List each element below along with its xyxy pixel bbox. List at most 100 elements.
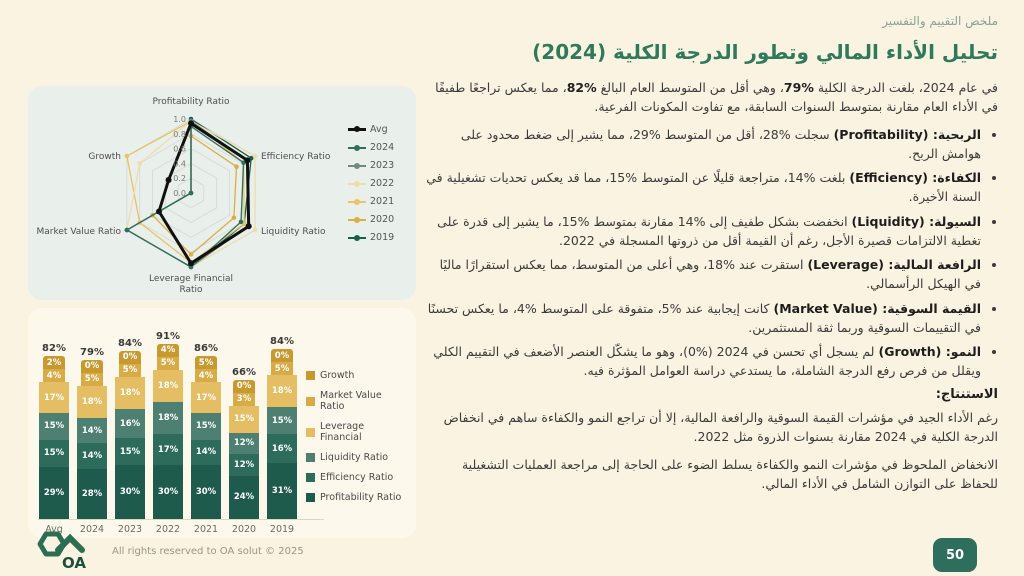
radar-chart: 0.0 0.2 0.4 0.6 0.8 1.0 Profitability Ratio Eff…	[37, 97, 331, 295]
bar-segment-leverage-financial: 18%	[115, 376, 145, 410]
bar-segment-leverage-financial: 18%	[267, 375, 297, 408]
bar-segment-label: 18%	[81, 397, 103, 408]
bar-legend-item: Liquidity Ratio	[306, 452, 408, 463]
bar-segment-label: 30%	[119, 487, 141, 497]
bar-segment-label: 5%	[84, 374, 100, 385]
bar-segment-profitability-ratio: 24%	[229, 475, 259, 519]
bar-segment-label: 4%	[198, 370, 214, 381]
radar-legend-label: 2023	[370, 160, 395, 171]
bar-segment-growth: 2%	[43, 356, 65, 370]
radar-tick-label: 0.8	[173, 130, 186, 139]
radar-legend-item: Avg	[348, 124, 410, 135]
bar-legend-label: Leverage Financial	[320, 421, 365, 443]
bullet-text: بلغت %14، متراجعة قليلًا عن المتوسط %15،…	[426, 170, 981, 204]
bar-segment-label: 12%	[233, 460, 255, 471]
bar-segment-growth: 5%	[195, 356, 217, 370]
radar-point	[252, 227, 258, 233]
bar-column-Avg: 82% 2% 4% 17% 15% 15% 29%	[38, 343, 70, 519]
bar-segment-label: 14%	[81, 425, 103, 436]
radar-point	[188, 252, 194, 257]
bar-column-2022: 91% 4% 5% 18% 18% 17% 30%	[152, 331, 184, 519]
radar-point	[124, 227, 130, 233]
bar-legend-label: Growth	[320, 370, 355, 381]
bar-segment-label: 0%	[236, 381, 252, 392]
radar-legend-dot	[354, 198, 360, 205]
bullet-term: الكفاءة: (Efficiency)	[849, 170, 981, 186]
bar-x-label: 2020	[231, 524, 257, 535]
logo-text: OA	[62, 554, 86, 572]
intro-value-avg: %82	[566, 80, 597, 95]
bar-segment-liquidity-ratio: 18%	[153, 402, 183, 435]
bullet-term: الرافعة المالية: (Leverage)	[807, 257, 981, 273]
radar-legend-dot	[354, 180, 360, 187]
bar-segment-leverage-financial: 17%	[39, 382, 69, 413]
bar-legend-item: Profitability Ratio	[306, 492, 408, 503]
copyright-text: All rights reserved to OA solut © 2025	[112, 546, 304, 557]
radar-gridline	[152, 148, 230, 238]
radar-point	[252, 153, 258, 159]
bar-segment-market-value-ratio: 4%	[195, 369, 217, 383]
bullet-text: انخفضت بشكل طفيف إلى %14 مقارنة بمتوسط %…	[437, 213, 981, 248]
bar-x-label: 2022	[155, 524, 181, 535]
bar-total-label: 84%	[118, 337, 142, 349]
bar-segment-liquidity-ratio: 15%	[267, 407, 297, 435]
bullet-market-value: القيمة السوقية: (Market Value) كانت إيجا…	[424, 300, 981, 338]
radar-point	[124, 153, 130, 159]
bar-segment-market-value-ratio: 5%	[157, 356, 179, 370]
bar-segment-efficiency-ratio: 14%	[77, 443, 107, 469]
radar-legend-swatch	[348, 180, 366, 187]
bar-segment-label: 5%	[274, 363, 290, 374]
bar-segment-leverage-financial: 18%	[153, 369, 183, 403]
bar-segment-label: 14%	[195, 447, 217, 458]
conclusion-paragraph-1: رغم الأداء الجيد في مؤشرات القيمة السوقي…	[443, 409, 998, 445]
intro-text-post: ، مما يعكس تراجعًا طفيفًا في الأداء العا…	[435, 80, 998, 115]
bar-column-2020: 66% 0% 3% 15% 12% 12% 24%	[228, 367, 260, 519]
bar-segment-market-value-ratio: 4%	[43, 369, 65, 383]
bar-x-axis-labels: Avg 2024 2023 2022 2021 2020 2019	[38, 520, 324, 535]
radar-point	[231, 215, 237, 221]
bar-segment-label: 15%	[43, 421, 65, 432]
bar-segment-label: 16%	[271, 443, 293, 454]
bar-legend-label: Liquidity Ratio	[320, 452, 389, 463]
bar-x-label: 2024	[79, 524, 105, 535]
bar-segment-label: 31%	[271, 486, 293, 497]
bar-segment-label: 30%	[157, 487, 179, 497]
conclusion-heading: الاستنتاج:	[935, 386, 998, 402]
bar-segment-label: 15%	[195, 421, 217, 432]
bar-legend-swatch	[306, 493, 315, 502]
radar-axis-label: Profitability Ratio	[152, 97, 230, 107]
bar-legend-item: Efficiency Ratio	[306, 472, 408, 483]
bar-total-label: 79%	[80, 346, 104, 358]
bar-segment-label: 24%	[233, 492, 255, 503]
radar-axis-label: Market Value Ratio	[37, 227, 122, 237]
radar-legend-swatch	[348, 198, 366, 205]
conclusion-paragraph-2: الانخفاض الملحوظ في مؤشرات النمو والكفاء…	[461, 456, 998, 491]
radar-point	[245, 223, 252, 230]
bar-segment-profitability-ratio: 29%	[39, 466, 69, 519]
radar-legend-dot	[354, 162, 360, 169]
bar-segment-label: 4%	[160, 345, 176, 356]
bar-legend-swatch	[306, 473, 315, 482]
bullet-text: كانت إيجابية عند %5، متفوقة على المتوسط …	[427, 300, 981, 335]
bar-segment-label: 0%	[84, 361, 100, 372]
bar-segment-label: 17%	[195, 392, 217, 403]
bar-total-label: 86%	[194, 343, 218, 355]
bar-segment-profitability-ratio: 28%	[77, 468, 107, 519]
radar-axis-label: Liquidity Ratio	[261, 227, 326, 237]
bar-segment-growth: 4%	[157, 343, 179, 357]
bar-segment-label: 17%	[157, 444, 179, 455]
radar-legend-swatch	[348, 162, 366, 169]
bullet-efficiency: الكفاءة: (Efficiency) بلغت %14، متراجعة …	[424, 169, 981, 207]
radar-axis-label: Leverage Financial	[149, 274, 233, 284]
bar-segment-label: 15%	[233, 414, 255, 425]
bar-segment-liquidity-ratio: 15%	[191, 412, 221, 440]
bar-segment-profitability-ratio: 30%	[115, 465, 145, 519]
radar-legend-swatch	[348, 126, 366, 132]
bar-segment-label: 15%	[43, 448, 65, 459]
bar-segment-efficiency-ratio: 15%	[115, 438, 145, 465]
bar-segment-liquidity-ratio: 14%	[77, 418, 107, 444]
bar-segment-market-value-ratio: 5%	[271, 362, 293, 376]
bar-x-label: 2019	[269, 524, 295, 535]
bar-segment-market-value-ratio: 5%	[81, 372, 103, 386]
radar-legend-dot	[354, 234, 360, 241]
